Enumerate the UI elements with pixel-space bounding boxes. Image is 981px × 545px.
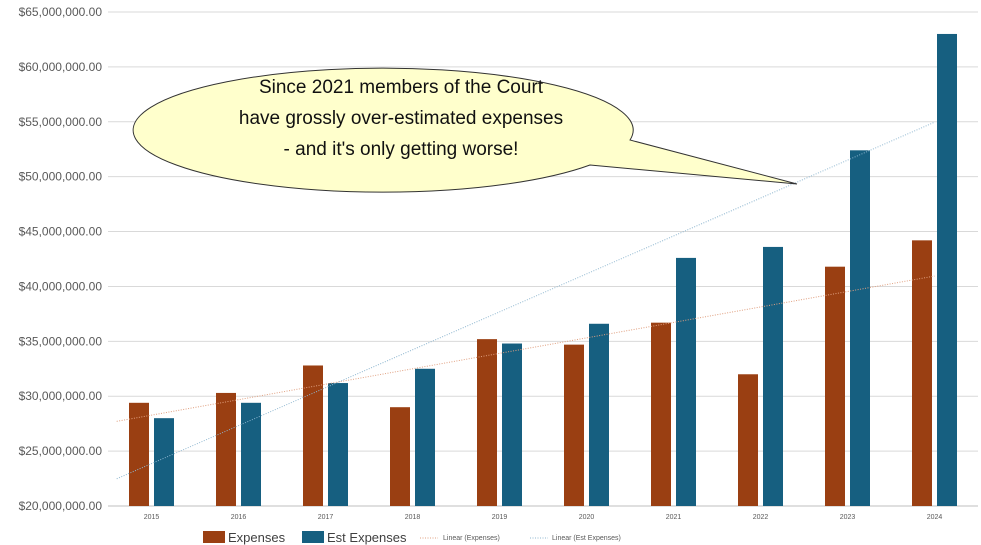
callout-line-2: have grossly over-estimated expenses [239, 108, 563, 129]
y-tick-label: $50,000,000.00 [19, 170, 103, 184]
speech-bubble-callout: Since 2021 members of the Court have gro… [132, 67, 798, 193]
x-axis-ticks: 2015 2016 2017 2018 2019 2020 2021 2022 2023 2024 [144, 514, 943, 521]
bar-est-expenses-2023 [850, 150, 870, 506]
trendline-est-expenses [116, 121, 935, 480]
legend-swatch-expenses [203, 531, 225, 543]
x-tick-label: 2017 [318, 514, 334, 521]
y-tick-label: $25,000,000.00 [19, 444, 103, 458]
y-tick-label: $20,000,000.00 [19, 499, 103, 513]
x-tick-label: 2021 [666, 514, 682, 521]
y-tick-label: $55,000,000.00 [19, 115, 103, 129]
legend: Expenses Est Expenses Linear (Expenses) … [203, 530, 621, 545]
bar-expenses-2024 [912, 240, 932, 507]
speech-bubble-shape [132, 67, 798, 193]
bar-expenses-2020 [564, 344, 584, 506]
callout-line-3: - and it's only getting worse! [284, 139, 519, 160]
y-tick-label: $35,000,000.00 [19, 334, 103, 348]
legend-label-est-expenses: Est Expenses [327, 530, 407, 545]
x-tick-label: 2015 [144, 514, 160, 521]
y-axis-ticks: $20,000,000.00 $25,000,000.00 $30,000,000.… [19, 5, 103, 513]
bar-est-expenses-2016 [241, 402, 261, 506]
bar-est-expenses-2019 [502, 343, 522, 506]
bar-est-expenses-2021 [676, 257, 696, 506]
bar-expenses-2021 [651, 322, 671, 506]
bar-expenses-2022 [738, 374, 758, 506]
bar-expenses-2015 [129, 402, 149, 506]
bar-est-expenses-2015 [154, 418, 174, 506]
x-tick-label: 2018 [405, 514, 421, 521]
y-tick-label: $60,000,000.00 [19, 60, 103, 74]
bar-est-expenses-2020 [589, 323, 609, 506]
bar-expenses-2018 [390, 407, 410, 506]
callout-line-1: Since 2021 members of the Court [259, 77, 544, 98]
x-tick-label: 2016 [231, 514, 247, 521]
y-tick-label: $40,000,000.00 [19, 279, 103, 293]
x-tick-label: 2023 [840, 514, 856, 521]
bar-expenses-2019 [477, 339, 497, 506]
bar-expenses-2023 [825, 266, 845, 506]
trendlines [116, 121, 935, 480]
legend-swatch-est-expenses [302, 531, 324, 543]
x-tick-label: 2020 [579, 514, 595, 521]
bar-est-expenses-2022 [763, 246, 783, 506]
legend-label-linear-est-expenses: Linear (Est Expenses) [552, 535, 621, 542]
legend-label-expenses: Expenses [228, 530, 286, 545]
x-tick-label: 2019 [492, 514, 508, 521]
legend-label-linear-expenses: Linear (Expenses) [443, 535, 500, 542]
x-tick-label: 2022 [753, 514, 769, 521]
bars [129, 33, 957, 507]
bar-expenses-2016 [216, 392, 236, 506]
y-tick-label: $45,000,000.00 [19, 225, 103, 239]
bar-est-expenses-2018 [415, 368, 435, 506]
bar-expenses-2017 [303, 365, 323, 506]
x-tick-label: 2024 [927, 514, 943, 521]
y-tick-label: $30,000,000.00 [19, 389, 103, 403]
y-tick-label: $65,000,000.00 [19, 5, 103, 19]
bar-est-expenses-2024 [937, 33, 957, 506]
trendline-expenses [116, 275, 935, 422]
bar-est-expenses-2017 [328, 383, 348, 506]
